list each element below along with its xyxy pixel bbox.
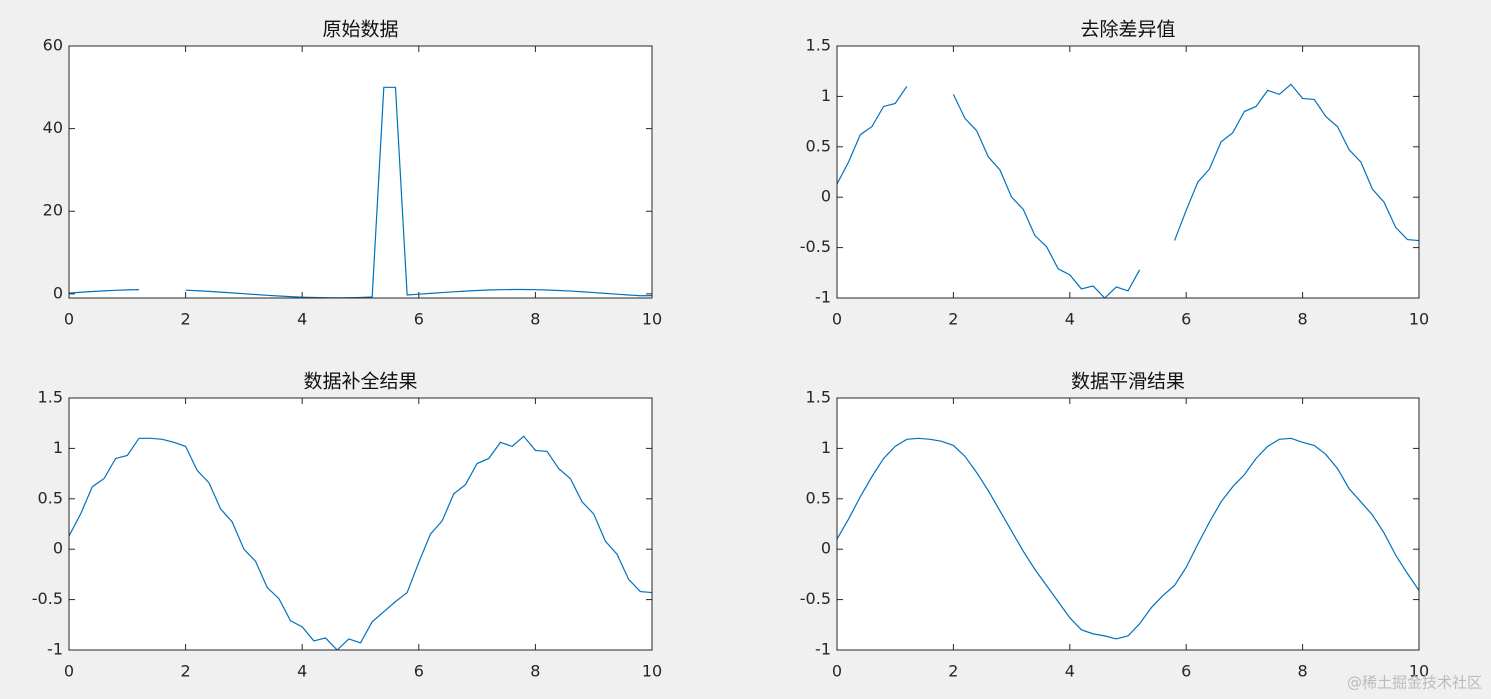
data-line	[69, 435, 652, 650]
y-tick-label: -1	[47, 640, 63, 659]
y-tick-label: 60	[43, 36, 63, 55]
y-tick-label: 20	[43, 201, 63, 220]
x-tick-label: 4	[297, 310, 307, 329]
y-tick-label: 1.5	[806, 388, 831, 407]
x-tick-label: 4	[1065, 310, 1075, 329]
y-tick-label: -0.5	[800, 589, 831, 608]
y-tick-label: 0	[53, 283, 63, 302]
y-tick-label: 1.5	[806, 36, 831, 55]
axes-box	[68, 397, 653, 651]
x-tick-label: 8	[1298, 310, 1308, 329]
y-tick-label: 40	[43, 118, 63, 137]
x-tick-label: 0	[832, 310, 842, 329]
x-tick-label: 6	[1181, 662, 1191, 681]
x-tick-label: 10	[1409, 662, 1429, 681]
axes-background	[837, 46, 1419, 298]
y-tick-label: 0	[821, 539, 831, 558]
x-tick-label: 0	[832, 662, 842, 681]
data-line	[69, 86, 652, 298]
data-line	[837, 83, 1419, 298]
chart-title: 原始数据	[322, 19, 398, 41]
chart-title: 数据补全结果	[303, 371, 417, 393]
y-tick-label: 0.5	[806, 488, 831, 507]
x-tick-label: 8	[1298, 662, 1308, 681]
x-tick-label: 4	[297, 662, 307, 681]
x-tick-label: 6	[414, 310, 424, 329]
x-tick-label: 8	[530, 310, 540, 329]
y-tick-label: 1	[821, 86, 831, 105]
x-tick-label: 6	[414, 662, 424, 681]
axes-background	[837, 398, 1419, 650]
y-tick-label: 0	[821, 187, 831, 206]
y-tick-label: 1	[53, 438, 63, 457]
x-tick-label: 2	[948, 662, 958, 681]
x-tick-label: 0	[64, 662, 74, 681]
x-tick-label: 0	[64, 310, 74, 329]
axes-box	[836, 45, 1420, 299]
y-tick-label: -0.5	[800, 237, 831, 256]
y-tick-label: 0.5	[38, 488, 63, 507]
x-tick-label: 4	[1065, 662, 1075, 681]
x-tick-label: 10	[642, 310, 662, 329]
y-tick-label: 1	[821, 438, 831, 457]
y-tick-label: 1.5	[38, 388, 63, 407]
y-tick-label: -1	[815, 640, 831, 659]
watermark: @稀土掘金技术社区	[1347, 674, 1482, 692]
x-tick-label: 10	[1409, 310, 1429, 329]
x-tick-label: 2	[181, 310, 191, 329]
x-tick-label: 8	[530, 662, 540, 681]
x-tick-label: 2	[181, 662, 191, 681]
y-tick-label: 0.5	[806, 136, 831, 155]
y-tick-label: -0.5	[32, 589, 63, 608]
axes-background	[69, 46, 652, 298]
axes-background	[69, 398, 652, 650]
chart-title: 数据平滑结果	[1071, 371, 1185, 393]
chart-title: 去除差异值	[1080, 19, 1175, 41]
y-tick-label: 0	[53, 539, 63, 558]
y-tick-label: -1	[815, 288, 831, 307]
x-tick-label: 6	[1181, 310, 1191, 329]
axes-box	[836, 397, 1420, 651]
x-tick-label: 10	[642, 662, 662, 681]
axes-box	[68, 45, 653, 299]
x-tick-label: 2	[948, 310, 958, 329]
data-line	[837, 437, 1419, 640]
